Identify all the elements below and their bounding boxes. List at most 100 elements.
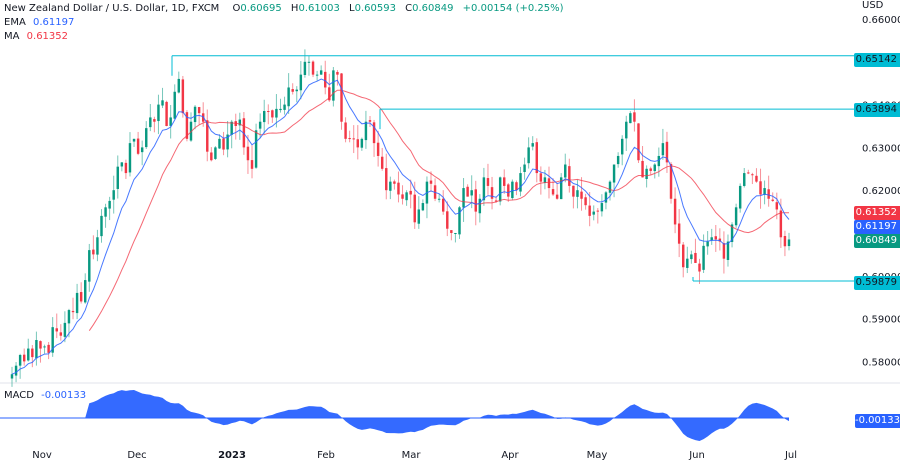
candle-body[interactable]: [169, 117, 172, 126]
candle-body[interactable]: [755, 175, 758, 182]
candle-body[interactable]: [47, 344, 50, 353]
candle-body[interactable]: [287, 87, 290, 107]
candle-body[interactable]: [210, 152, 213, 161]
candle-body[interactable]: [726, 241, 730, 260]
candle-body[interactable]: [409, 190, 412, 195]
candle-body[interactable]: [39, 341, 42, 349]
candle-body[interactable]: [238, 119, 242, 126]
candle-body[interactable]: [559, 177, 563, 200]
candle-body[interactable]: [96, 237, 99, 255]
candle-body[interactable]: [535, 142, 539, 174]
candle-body[interactable]: [645, 168, 648, 179]
candle-body[interactable]: [775, 202, 779, 210]
candle-body[interactable]: [303, 61, 307, 75]
candle-body[interactable]: [59, 332, 63, 336]
candle-body[interactable]: [519, 173, 522, 192]
candle-body[interactable]: [551, 189, 555, 195]
candle-body[interactable]: [84, 280, 87, 303]
candle-body[interactable]: [43, 346, 46, 348]
candle-body[interactable]: [706, 241, 709, 247]
candle-body[interactable]: [222, 138, 225, 150]
candle-body[interactable]: [633, 112, 636, 122]
candle-body[interactable]: [140, 147, 144, 153]
macd-legend[interactable]: MACD -0.00133: [4, 390, 86, 401]
candle-body[interactable]: [641, 160, 644, 178]
candle-body[interactable]: [515, 182, 518, 191]
candle-body[interactable]: [197, 107, 201, 114]
candle-body[interactable]: [124, 162, 128, 174]
candle-body[interactable]: [470, 190, 473, 196]
candle-body[interactable]: [767, 189, 770, 199]
candle-body[interactable]: [588, 205, 591, 216]
candle-body[interactable]: [511, 181, 514, 199]
candle-body[interactable]: [336, 71, 339, 75]
candle-body[interactable]: [311, 61, 315, 75]
candle-body[interactable]: [157, 104, 160, 122]
candle-body[interactable]: [185, 112, 189, 139]
candle-body[interactable]: [564, 164, 567, 178]
candle-body[interactable]: [690, 254, 693, 260]
candle-body[interactable]: [275, 108, 278, 118]
candle-body[interactable]: [698, 263, 701, 272]
candle-body[interactable]: [482, 177, 486, 201]
ema-legend-row[interactable]: EMA 0.61197: [4, 16, 564, 30]
candle-body[interactable]: [498, 177, 502, 202]
candle-body[interactable]: [759, 181, 762, 195]
candle-body[interactable]: [555, 194, 559, 199]
candle-body[interactable]: [324, 71, 327, 88]
candle-body[interactable]: [547, 178, 551, 189]
candle-body[interactable]: [340, 73, 343, 122]
candle-body[interactable]: [14, 365, 18, 376]
candle-body[interactable]: [523, 164, 526, 172]
candle-body[interactable]: [27, 348, 30, 361]
candle-body[interactable]: [787, 239, 791, 247]
ma-line[interactable]: [88, 89, 790, 331]
candle-body[interactable]: [67, 310, 71, 324]
candle-body[interactable]: [397, 182, 400, 195]
candle-body[interactable]: [258, 121, 262, 129]
candle-body[interactable]: [625, 121, 628, 139]
candle-body[interactable]: [10, 374, 14, 379]
candle-body[interactable]: [429, 180, 433, 184]
candle-body[interactable]: [462, 188, 465, 208]
candle-body[interactable]: [372, 122, 376, 144]
candle-body[interactable]: [104, 207, 107, 217]
candle-body[interactable]: [600, 203, 604, 212]
candle-body[interactable]: [136, 138, 140, 154]
candle-body[interactable]: [193, 106, 197, 123]
candle-body[interactable]: [405, 192, 408, 201]
candle-body[interactable]: [344, 122, 347, 139]
candle-body[interactable]: [580, 191, 583, 199]
candle-body[interactable]: [161, 100, 164, 106]
candle-body[interactable]: [120, 162, 124, 167]
candle-body[interactable]: [629, 113, 632, 124]
candle-body[interactable]: [71, 310, 75, 313]
candle-body[interactable]: [771, 199, 774, 201]
candle-body[interactable]: [254, 130, 258, 168]
candle-body[interactable]: [145, 128, 148, 148]
candle-body[interactable]: [128, 143, 132, 173]
candle-body[interactable]: [682, 244, 685, 268]
candle-body[interactable]: [55, 328, 58, 332]
candle-body[interactable]: [503, 177, 506, 186]
candle-body[interactable]: [368, 120, 372, 122]
candle-body[interactable]: [92, 249, 95, 255]
candle-body[interactable]: [665, 141, 669, 163]
candle-body[interactable]: [450, 230, 453, 233]
candle-body[interactable]: [226, 134, 229, 150]
candle-body[interactable]: [153, 119, 156, 122]
candle-body[interactable]: [584, 197, 587, 206]
candle-body[interactable]: [543, 177, 547, 183]
candle-body[interactable]: [75, 292, 79, 314]
candle-body[interactable]: [527, 147, 530, 164]
candle-body[interactable]: [31, 348, 34, 358]
candle-body[interactable]: [612, 164, 616, 183]
ma-legend-row[interactable]: MA 0.61352: [4, 30, 564, 44]
candle-body[interactable]: [79, 292, 83, 302]
candle-body[interactable]: [51, 327, 54, 353]
candle-body[interactable]: [592, 211, 595, 215]
candle-body[interactable]: [112, 190, 115, 200]
candle-body[interactable]: [360, 138, 364, 148]
candle-body[interactable]: [466, 186, 469, 197]
candle-body[interactable]: [295, 89, 298, 92]
